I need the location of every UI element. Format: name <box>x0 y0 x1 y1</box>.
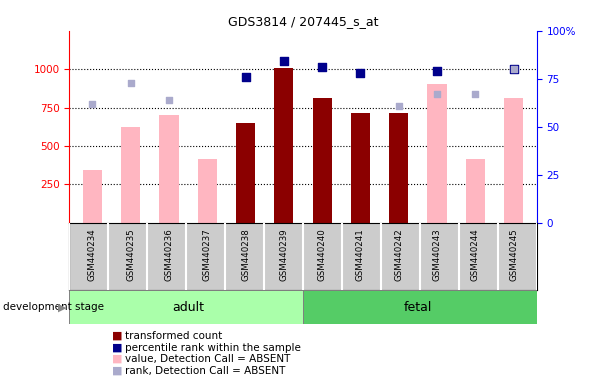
Point <box>317 64 327 70</box>
Text: development stage: development stage <box>3 302 104 312</box>
Point <box>509 66 519 72</box>
Text: GSM440236: GSM440236 <box>165 228 174 281</box>
Bar <box>303 290 537 324</box>
Bar <box>504 98 523 223</box>
Text: ■: ■ <box>112 331 123 341</box>
Point <box>87 101 97 107</box>
Text: ■: ■ <box>112 354 123 364</box>
Bar <box>121 127 140 223</box>
Point <box>432 68 442 74</box>
Bar <box>198 159 217 223</box>
Bar <box>351 113 370 223</box>
Point <box>279 58 289 65</box>
Bar <box>312 98 332 223</box>
Text: GSM440244: GSM440244 <box>471 228 480 281</box>
Text: ■: ■ <box>112 366 123 376</box>
Text: GSM440242: GSM440242 <box>394 228 403 281</box>
Bar <box>83 170 102 223</box>
Text: GSM440243: GSM440243 <box>432 228 441 281</box>
Bar <box>236 123 255 223</box>
Text: GSM440235: GSM440235 <box>126 228 135 281</box>
Text: value, Detection Call = ABSENT: value, Detection Call = ABSENT <box>125 354 291 364</box>
Text: ▶: ▶ <box>58 302 66 312</box>
Text: percentile rank within the sample: percentile rank within the sample <box>125 343 302 353</box>
Point <box>394 103 403 109</box>
Text: GSM440240: GSM440240 <box>318 228 327 281</box>
Text: GSM440241: GSM440241 <box>356 228 365 281</box>
Bar <box>274 68 294 223</box>
Title: GDS3814 / 207445_s_at: GDS3814 / 207445_s_at <box>228 15 378 28</box>
Point <box>164 97 174 103</box>
Text: fetal: fetal <box>404 301 432 314</box>
Point <box>470 91 480 97</box>
Point <box>126 79 136 86</box>
Text: rank, Detection Call = ABSENT: rank, Detection Call = ABSENT <box>125 366 286 376</box>
Text: GSM440237: GSM440237 <box>203 228 212 281</box>
Point <box>241 74 250 80</box>
Text: transformed count: transformed count <box>125 331 223 341</box>
Bar <box>69 290 303 324</box>
Text: GSM440238: GSM440238 <box>241 228 250 281</box>
Bar <box>428 84 447 223</box>
Text: GSM440239: GSM440239 <box>279 228 288 281</box>
Point <box>356 70 365 76</box>
Text: adult: adult <box>172 301 204 314</box>
Bar <box>389 113 408 223</box>
Bar <box>159 115 178 223</box>
Text: GSM440234: GSM440234 <box>88 228 97 281</box>
Point <box>432 91 442 97</box>
Text: ■: ■ <box>112 343 123 353</box>
Bar <box>466 159 485 223</box>
Point <box>509 66 519 72</box>
Text: GSM440245: GSM440245 <box>509 228 518 281</box>
